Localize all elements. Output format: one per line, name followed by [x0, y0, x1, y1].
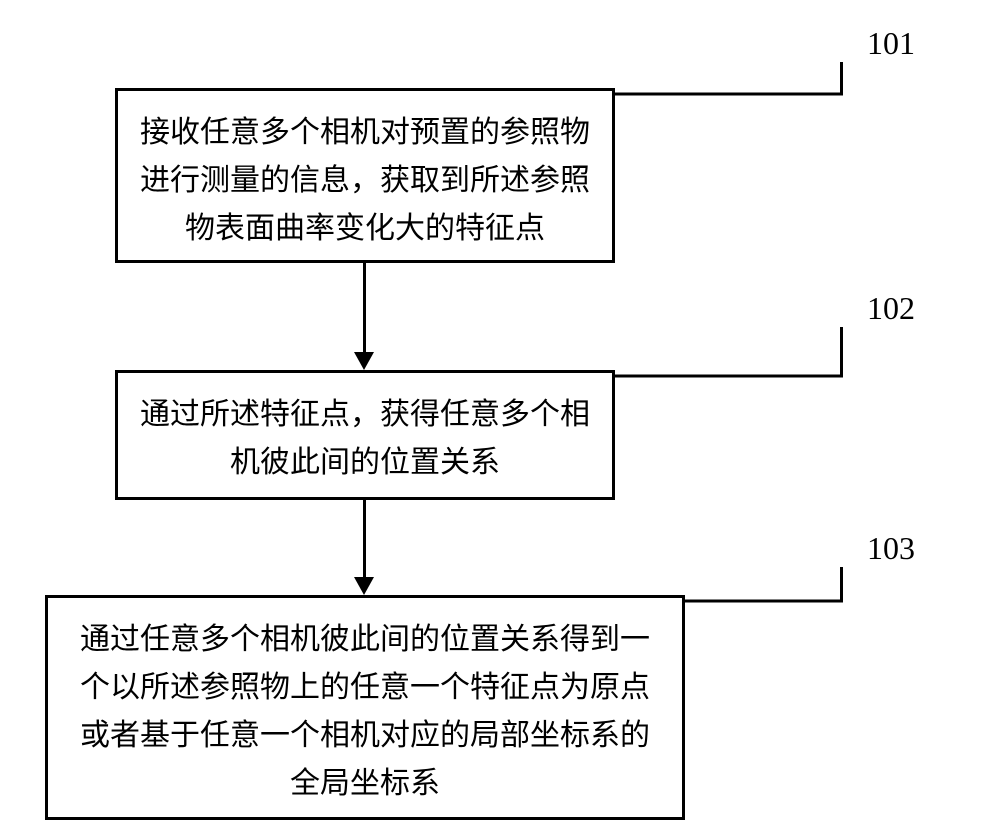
arrow-2-3-head: [354, 577, 374, 595]
label-103-text: 103: [867, 530, 915, 566]
box-2-text: 通过所述特征点，获得任意多个相机彼此间的位置关系: [138, 391, 592, 487]
label-103: 103: [867, 530, 915, 567]
callout-2-diag: [614, 372, 843, 380]
label-101: 101: [867, 25, 915, 62]
flowchart-box-3: 通过任意多个相机彼此间的位置关系得到一个以所述参照物上的任意一个特征点为原点或者…: [45, 595, 685, 820]
flowchart-box-1: 接收任意多个相机对预置的参照物进行测量的信息，获取到所述参照物表面曲率变化大的特…: [115, 88, 615, 263]
arrow-2-3-line: [363, 500, 366, 578]
arrow-1-2-head: [354, 352, 374, 370]
flowchart-container: 接收任意多个相机对预置的参照物进行测量的信息，获取到所述参照物表面曲率变化大的特…: [0, 0, 1000, 826]
label-101-text: 101: [867, 25, 915, 61]
box-1-text: 接收任意多个相机对预置的参照物进行测量的信息，获取到所述参照物表面曲率变化大的特…: [138, 109, 592, 253]
label-102-text: 102: [867, 290, 915, 326]
label-102: 102: [867, 290, 915, 327]
callout-2-vertical: [840, 327, 843, 377]
callout-1-diag: [614, 90, 843, 98]
box-3-text: 通过任意多个相机彼此间的位置关系得到一个以所述参照物上的任意一个特征点为原点或者…: [68, 616, 662, 808]
flowchart-box-2: 通过所述特征点，获得任意多个相机彼此间的位置关系: [115, 370, 615, 500]
callout-3-diag: [684, 597, 843, 605]
arrow-1-2-line: [363, 263, 366, 353]
